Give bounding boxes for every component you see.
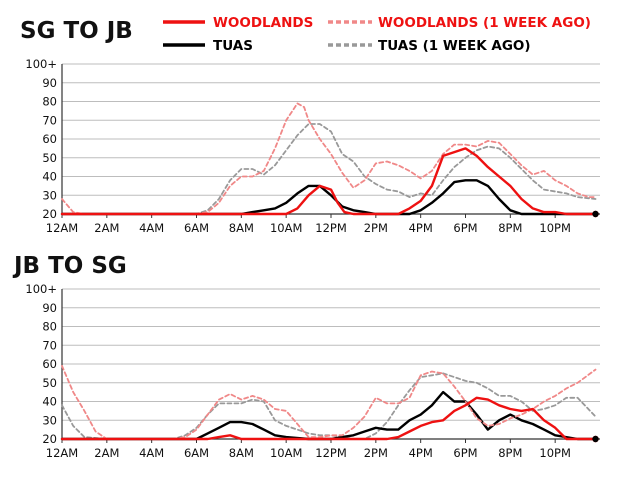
series-line-tuas bbox=[60, 147, 597, 216]
y-tick-label: 50 bbox=[42, 151, 57, 165]
x-tick-label: 4PM bbox=[409, 446, 433, 460]
x-tick-label: 2AM bbox=[94, 221, 119, 235]
x-tick-label: 6PM bbox=[453, 221, 477, 235]
series-line-tuas bbox=[60, 396, 597, 441]
y-tick-label: 90 bbox=[42, 301, 57, 315]
y-tick-label: 60 bbox=[42, 357, 57, 371]
x-tick-label: 4AM bbox=[139, 221, 164, 235]
y-tick-label: 80 bbox=[42, 320, 57, 334]
x-tick-label: 4AM bbox=[139, 446, 164, 460]
y-tick-label: 30 bbox=[42, 413, 57, 427]
x-tick-label: 8AM bbox=[229, 221, 254, 235]
series-line-woodlands bbox=[61, 365, 597, 440]
y-tick-label: 50 bbox=[42, 376, 57, 390]
y-tick-label: 80 bbox=[42, 95, 57, 109]
x-tick-label: 4PM bbox=[409, 221, 433, 235]
x-tick-label: 12PM bbox=[315, 446, 347, 460]
x-tick-label: 6PM bbox=[453, 446, 477, 460]
y-tick-label: 60 bbox=[42, 132, 57, 146]
x-tick-label: 12AM bbox=[46, 221, 78, 235]
x-tick-label: 2PM bbox=[364, 221, 388, 235]
series-end-marker-tuas (1 week ago) bbox=[592, 210, 599, 218]
series-line-tuas-1-week-ago bbox=[60, 390, 597, 441]
y-tick-label: 30 bbox=[42, 188, 57, 202]
y-tick-label: 40 bbox=[42, 395, 57, 409]
y-tick-label: 70 bbox=[42, 113, 57, 127]
y-tick-label: 70 bbox=[42, 338, 57, 352]
legend-label-2: WOODLANDS (1 WEEK AGO) bbox=[378, 15, 591, 31]
y-tick-label: 20 bbox=[42, 432, 57, 446]
series-end-marker-tuas (1 week ago) bbox=[592, 435, 599, 443]
x-tick-label: 2AM bbox=[94, 446, 119, 460]
x-tick-label: 6AM bbox=[184, 446, 209, 460]
x-tick-label: 8PM bbox=[498, 221, 522, 235]
legend-label-4: TUAS (1 WEEK AGO) bbox=[378, 38, 531, 54]
chart-title-1: SG TO JB bbox=[20, 18, 133, 44]
y-tick-label: 20 bbox=[42, 207, 57, 221]
x-tick-label: 6AM bbox=[184, 221, 209, 235]
x-tick-label: 10PM bbox=[539, 446, 571, 460]
x-tick-label: 2PM bbox=[364, 446, 388, 460]
legend-label-1: WOODLANDS bbox=[213, 15, 313, 31]
series-line-woodlands-1-week-ago bbox=[61, 123, 597, 215]
x-tick-label: 10AM bbox=[270, 221, 302, 235]
series-line-tuas-1-week-ago bbox=[60, 179, 597, 216]
chart-title-2: JB TO SG bbox=[12, 253, 127, 279]
y-tick-label: 90 bbox=[42, 76, 57, 90]
x-tick-label: 12PM bbox=[315, 221, 347, 235]
y-tick-label: 40 bbox=[42, 170, 57, 184]
y-tick-label: 100+ bbox=[25, 57, 57, 71]
x-tick-label: 12AM bbox=[46, 446, 78, 460]
x-tick-label: 10PM bbox=[539, 221, 571, 235]
y-tick-label: 100+ bbox=[25, 282, 57, 296]
x-tick-label: 8AM bbox=[229, 446, 254, 460]
x-tick-label: 10AM bbox=[270, 446, 302, 460]
x-tick-label: 8PM bbox=[498, 446, 522, 460]
legend-label-3: TUAS bbox=[213, 38, 253, 54]
